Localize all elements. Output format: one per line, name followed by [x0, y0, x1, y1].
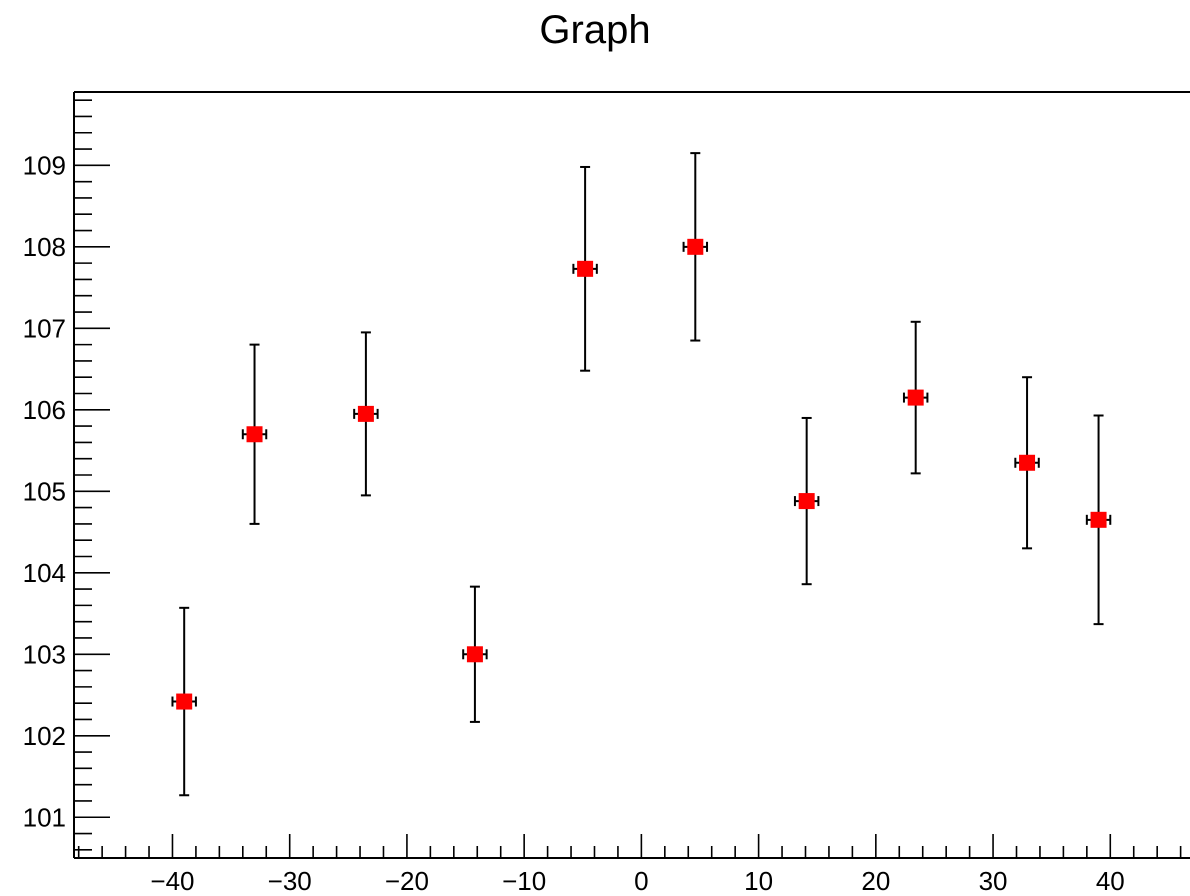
x-tick-label: 20 — [861, 866, 890, 896]
data-point — [466, 646, 483, 663]
x-axis-ticks — [77, 834, 1182, 858]
data-point — [357, 405, 374, 422]
x-tick-label: −20 — [385, 866, 429, 896]
x-tick-label: −10 — [502, 866, 546, 896]
y-tick-label: 108 — [23, 232, 66, 262]
data-point — [577, 260, 594, 277]
error-bars — [171, 152, 1112, 797]
y-tick-label: 104 — [23, 558, 66, 588]
y-tick-label: 106 — [23, 395, 66, 425]
data-point — [176, 693, 193, 710]
x-tick-label: 30 — [979, 866, 1008, 896]
x-tick-label: 10 — [744, 866, 773, 896]
data-point — [246, 426, 263, 443]
data-point — [687, 238, 704, 255]
x-tick-label: −40 — [150, 866, 194, 896]
data-point — [907, 389, 924, 406]
x-tick-label: 0 — [634, 866, 648, 896]
x-tick-label: −30 — [268, 866, 312, 896]
data-point — [798, 493, 815, 510]
y-tick-label: 107 — [23, 313, 66, 343]
y-axis-ticks — [74, 99, 110, 851]
y-axis-tick-labels: 101 102 103 104 105 106 107 108 109 — [23, 150, 66, 832]
y-tick-label: 105 — [23, 476, 66, 506]
x-tick-label: 40 — [1096, 866, 1125, 896]
data-points — [176, 238, 1107, 710]
y-tick-label: 101 — [23, 802, 66, 832]
y-tick-label: 102 — [23, 721, 66, 751]
y-tick-label: 109 — [23, 150, 66, 180]
plot-frame — [73, 91, 1190, 859]
y-tick-label: 103 — [23, 639, 66, 669]
data-point — [1019, 454, 1036, 471]
chart-title: Graph — [539, 8, 651, 52]
x-axis-tick-labels: −40 −30 −20 −10 0 10 20 30 40 — [150, 866, 1124, 896]
data-point — [1090, 511, 1107, 528]
